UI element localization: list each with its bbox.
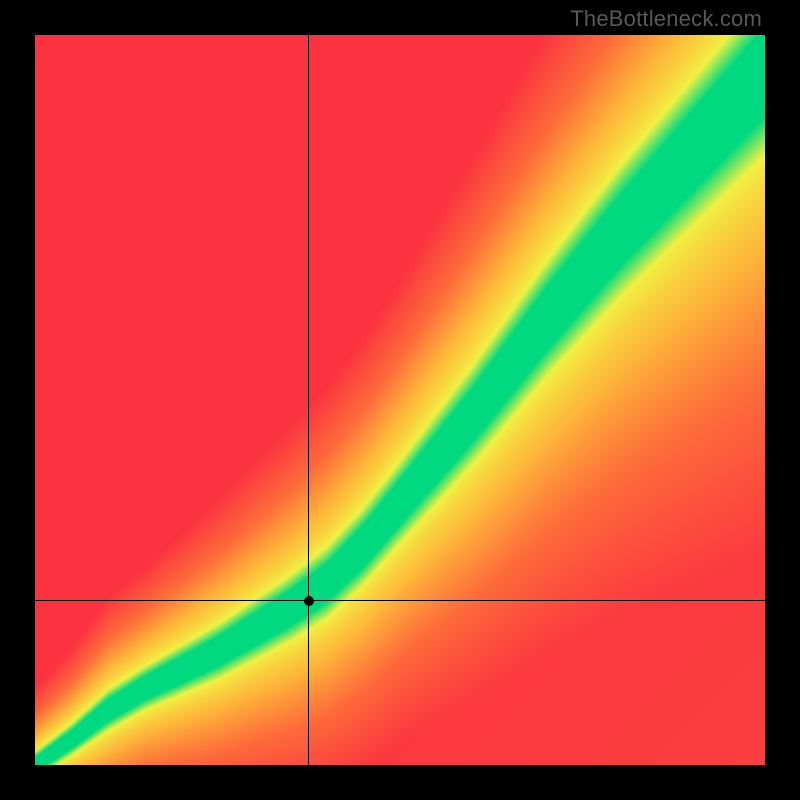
watermark-text: TheBottleneck.com [570,6,762,32]
heatmap-plot [35,35,765,765]
heatmap-canvas [35,35,765,765]
